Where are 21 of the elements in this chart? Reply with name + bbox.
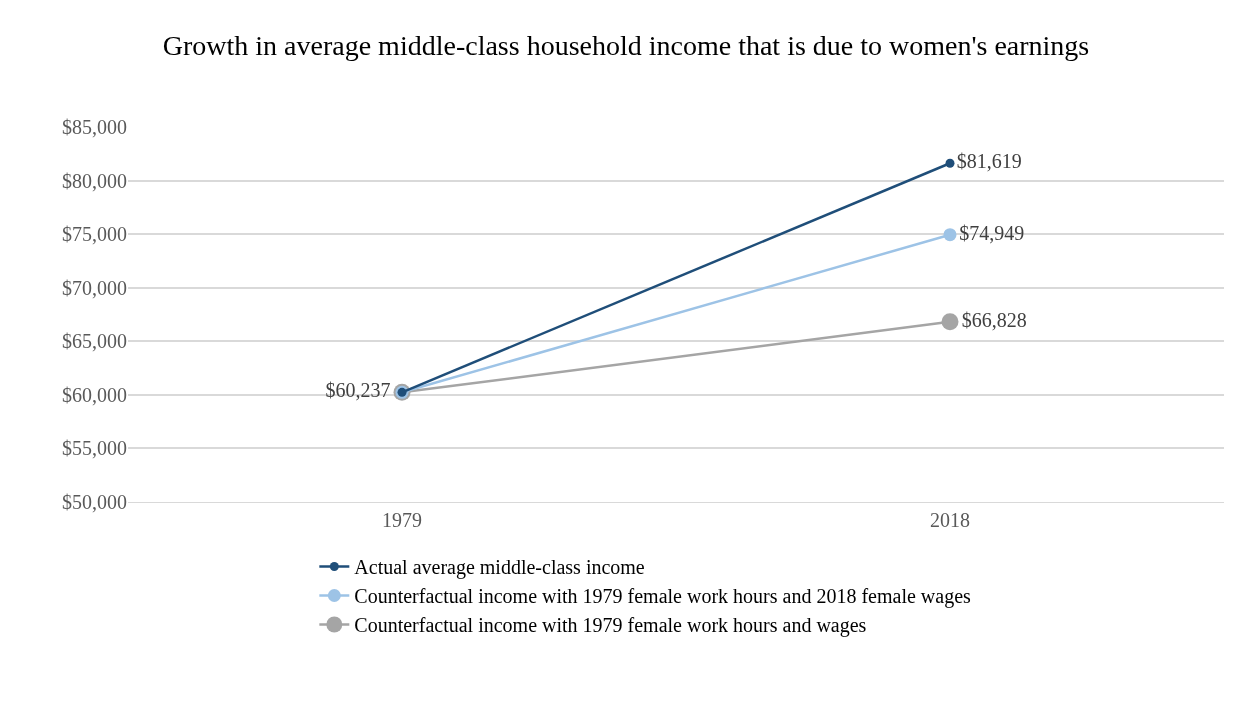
y-tick-label: $65,000 (62, 330, 127, 353)
data-label: $81,619 (956, 150, 1022, 173)
point (941, 313, 959, 331)
y-tick-label: $70,000 (62, 276, 127, 299)
data-label: $60,237 (325, 379, 391, 402)
y-tick-label: $60,000 (62, 383, 127, 406)
y-tick-label: $55,000 (62, 437, 127, 460)
x-tick-label: 1979 (382, 509, 422, 531)
legend-label: Actual average middle-class income (354, 556, 645, 580)
x-tick-label: 2018 (930, 509, 970, 531)
legend-label: Counterfactual income with 1979 female work hours and 2018 female wages (354, 585, 972, 609)
point (943, 228, 957, 242)
y-tick-label: $50,000 (62, 491, 127, 513)
point (945, 158, 955, 168)
legend-label: Counterfactual income with 1979 female work hours and wages (354, 614, 867, 638)
y-tick-label: $85,000 (62, 116, 127, 138)
y-tick-label: $75,000 (62, 223, 127, 246)
data-label: $66,828 (961, 308, 1027, 331)
y-tick-label: $80,000 (62, 169, 127, 192)
chart-title: Growth in average middle-class household income that is due to women's earnings (162, 29, 1090, 61)
data-label: $74,949 (959, 221, 1025, 244)
